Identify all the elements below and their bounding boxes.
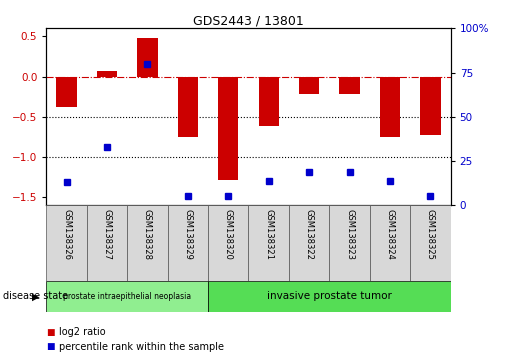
Bar <box>46 205 87 281</box>
Bar <box>138 38 158 76</box>
Bar <box>208 205 248 281</box>
Text: GSM138322: GSM138322 <box>305 209 314 260</box>
Text: GSM138329: GSM138329 <box>183 209 192 260</box>
Text: GSM138321: GSM138321 <box>264 209 273 260</box>
Text: percentile rank within the sample: percentile rank within the sample <box>59 342 224 352</box>
Bar <box>370 205 410 281</box>
Bar <box>46 281 208 312</box>
Text: GSM138328: GSM138328 <box>143 209 152 260</box>
Bar <box>178 76 198 137</box>
Bar <box>167 205 208 281</box>
Bar <box>259 76 279 126</box>
Text: GSM138323: GSM138323 <box>345 209 354 260</box>
Bar <box>248 205 289 281</box>
Text: GSM138326: GSM138326 <box>62 209 71 260</box>
Bar <box>97 71 117 76</box>
Text: GSM138324: GSM138324 <box>386 209 394 260</box>
Bar <box>57 76 77 107</box>
Text: ■: ■ <box>46 327 55 337</box>
Bar <box>339 76 359 94</box>
Text: ■: ■ <box>46 342 55 352</box>
Bar <box>380 76 400 137</box>
Bar <box>87 205 127 281</box>
Text: GSM138327: GSM138327 <box>102 209 111 260</box>
Text: GSM138325: GSM138325 <box>426 209 435 260</box>
Bar <box>127 205 168 281</box>
Text: invasive prostate tumor: invasive prostate tumor <box>267 291 392 302</box>
Text: prostate intraepithelial neoplasia: prostate intraepithelial neoplasia <box>63 292 191 301</box>
Title: GDS2443 / 13801: GDS2443 / 13801 <box>193 14 304 27</box>
Text: ▶: ▶ <box>32 291 40 302</box>
Bar <box>299 76 319 94</box>
Text: GSM138320: GSM138320 <box>224 209 233 260</box>
Bar <box>289 205 330 281</box>
Bar <box>208 281 451 312</box>
Text: log2 ratio: log2 ratio <box>59 327 106 337</box>
Bar <box>420 76 440 135</box>
Bar <box>218 76 238 179</box>
Bar <box>410 205 451 281</box>
Bar <box>330 205 370 281</box>
Text: disease state: disease state <box>3 291 67 302</box>
